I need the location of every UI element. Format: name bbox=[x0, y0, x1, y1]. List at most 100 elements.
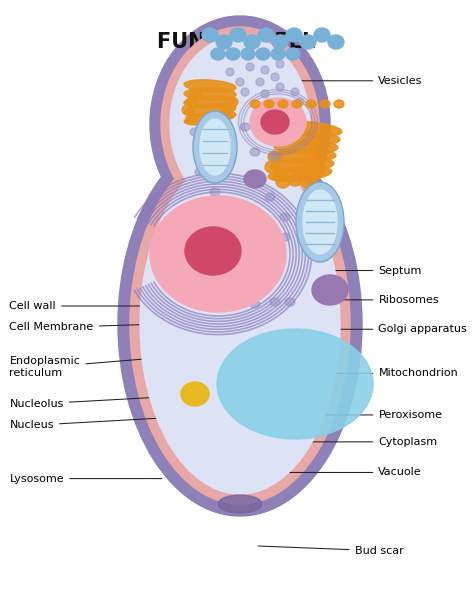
Ellipse shape bbox=[272, 149, 336, 163]
Ellipse shape bbox=[291, 88, 299, 96]
Text: Nucleus: Nucleus bbox=[9, 417, 170, 430]
Ellipse shape bbox=[314, 28, 330, 42]
Ellipse shape bbox=[276, 83, 284, 91]
Ellipse shape bbox=[271, 73, 279, 81]
Text: Cell wall: Cell wall bbox=[9, 301, 141, 311]
Ellipse shape bbox=[211, 48, 225, 60]
Ellipse shape bbox=[271, 48, 285, 60]
Text: Septum: Septum bbox=[296, 266, 422, 275]
Ellipse shape bbox=[305, 171, 319, 183]
Ellipse shape bbox=[241, 88, 249, 96]
Text: Golgi apparatus: Golgi apparatus bbox=[306, 324, 467, 334]
Text: Lysosome: Lysosome bbox=[9, 474, 162, 483]
Text: Ribosomes: Ribosomes bbox=[296, 295, 439, 305]
Ellipse shape bbox=[261, 90, 269, 98]
Text: Cell Membrane: Cell Membrane bbox=[9, 323, 149, 332]
Bar bbox=[190, 215, 290, 231]
Ellipse shape bbox=[226, 97, 238, 107]
Ellipse shape bbox=[264, 100, 274, 108]
Ellipse shape bbox=[268, 151, 282, 163]
Ellipse shape bbox=[218, 495, 262, 513]
Text: Mitochondrion: Mitochondrion bbox=[306, 368, 458, 378]
Ellipse shape bbox=[186, 97, 198, 107]
Text: Endoplasmic
reticulum: Endoplasmic reticulum bbox=[9, 356, 153, 378]
Bar bbox=[168, 205, 312, 241]
Ellipse shape bbox=[274, 140, 338, 154]
Ellipse shape bbox=[118, 132, 362, 516]
Ellipse shape bbox=[245, 208, 255, 216]
Ellipse shape bbox=[161, 27, 319, 221]
Ellipse shape bbox=[210, 188, 220, 196]
Ellipse shape bbox=[296, 98, 304, 106]
Ellipse shape bbox=[265, 193, 275, 201]
Ellipse shape bbox=[278, 100, 288, 108]
Ellipse shape bbox=[195, 238, 205, 246]
Ellipse shape bbox=[220, 233, 230, 241]
Ellipse shape bbox=[278, 122, 342, 136]
Ellipse shape bbox=[258, 28, 274, 42]
Ellipse shape bbox=[256, 48, 270, 60]
Ellipse shape bbox=[186, 113, 198, 123]
Ellipse shape bbox=[140, 154, 340, 494]
Ellipse shape bbox=[320, 100, 330, 108]
Ellipse shape bbox=[222, 103, 234, 113]
Ellipse shape bbox=[272, 35, 288, 49]
Text: Nucleolus: Nucleolus bbox=[9, 397, 167, 409]
Ellipse shape bbox=[309, 156, 323, 168]
Ellipse shape bbox=[217, 329, 373, 439]
Ellipse shape bbox=[280, 213, 290, 221]
Bar bbox=[178, 211, 302, 235]
Ellipse shape bbox=[190, 128, 200, 136]
Ellipse shape bbox=[270, 298, 280, 306]
Ellipse shape bbox=[334, 100, 344, 108]
Text: Peroxisome: Peroxisome bbox=[301, 410, 442, 420]
Ellipse shape bbox=[195, 293, 205, 301]
Ellipse shape bbox=[193, 111, 237, 183]
Ellipse shape bbox=[181, 382, 209, 406]
Ellipse shape bbox=[300, 35, 316, 49]
Text: FUNGAL CELL: FUNGAL CELL bbox=[157, 32, 315, 52]
Ellipse shape bbox=[200, 119, 230, 175]
Ellipse shape bbox=[250, 300, 260, 308]
Ellipse shape bbox=[273, 168, 287, 180]
Ellipse shape bbox=[150, 196, 286, 312]
Ellipse shape bbox=[328, 35, 344, 49]
Ellipse shape bbox=[195, 168, 205, 176]
Ellipse shape bbox=[276, 60, 284, 68]
Ellipse shape bbox=[296, 182, 344, 262]
Ellipse shape bbox=[230, 28, 246, 42]
Ellipse shape bbox=[235, 218, 245, 228]
Ellipse shape bbox=[286, 48, 300, 60]
Ellipse shape bbox=[244, 35, 260, 49]
Ellipse shape bbox=[270, 153, 280, 161]
Ellipse shape bbox=[312, 275, 348, 305]
Ellipse shape bbox=[301, 176, 315, 188]
Ellipse shape bbox=[244, 170, 266, 188]
Ellipse shape bbox=[184, 103, 236, 116]
Ellipse shape bbox=[286, 28, 302, 42]
Ellipse shape bbox=[257, 218, 267, 228]
Ellipse shape bbox=[250, 148, 260, 156]
Ellipse shape bbox=[184, 88, 236, 100]
Ellipse shape bbox=[280, 233, 290, 241]
Ellipse shape bbox=[184, 80, 236, 92]
Ellipse shape bbox=[185, 227, 241, 275]
Text: Cytoplasm: Cytoplasm bbox=[306, 437, 438, 447]
Ellipse shape bbox=[216, 35, 232, 49]
Ellipse shape bbox=[170, 36, 310, 212]
Ellipse shape bbox=[256, 78, 264, 86]
Ellipse shape bbox=[240, 123, 250, 131]
Ellipse shape bbox=[150, 16, 330, 232]
Ellipse shape bbox=[215, 118, 225, 126]
Ellipse shape bbox=[306, 100, 316, 108]
Ellipse shape bbox=[225, 198, 235, 206]
Ellipse shape bbox=[130, 144, 350, 504]
Ellipse shape bbox=[303, 190, 337, 254]
Ellipse shape bbox=[246, 63, 254, 71]
Ellipse shape bbox=[184, 111, 236, 125]
Ellipse shape bbox=[261, 110, 289, 134]
Ellipse shape bbox=[261, 66, 269, 74]
Ellipse shape bbox=[265, 132, 275, 140]
Text: Vesicles: Vesicles bbox=[296, 76, 423, 86]
Ellipse shape bbox=[195, 148, 205, 156]
